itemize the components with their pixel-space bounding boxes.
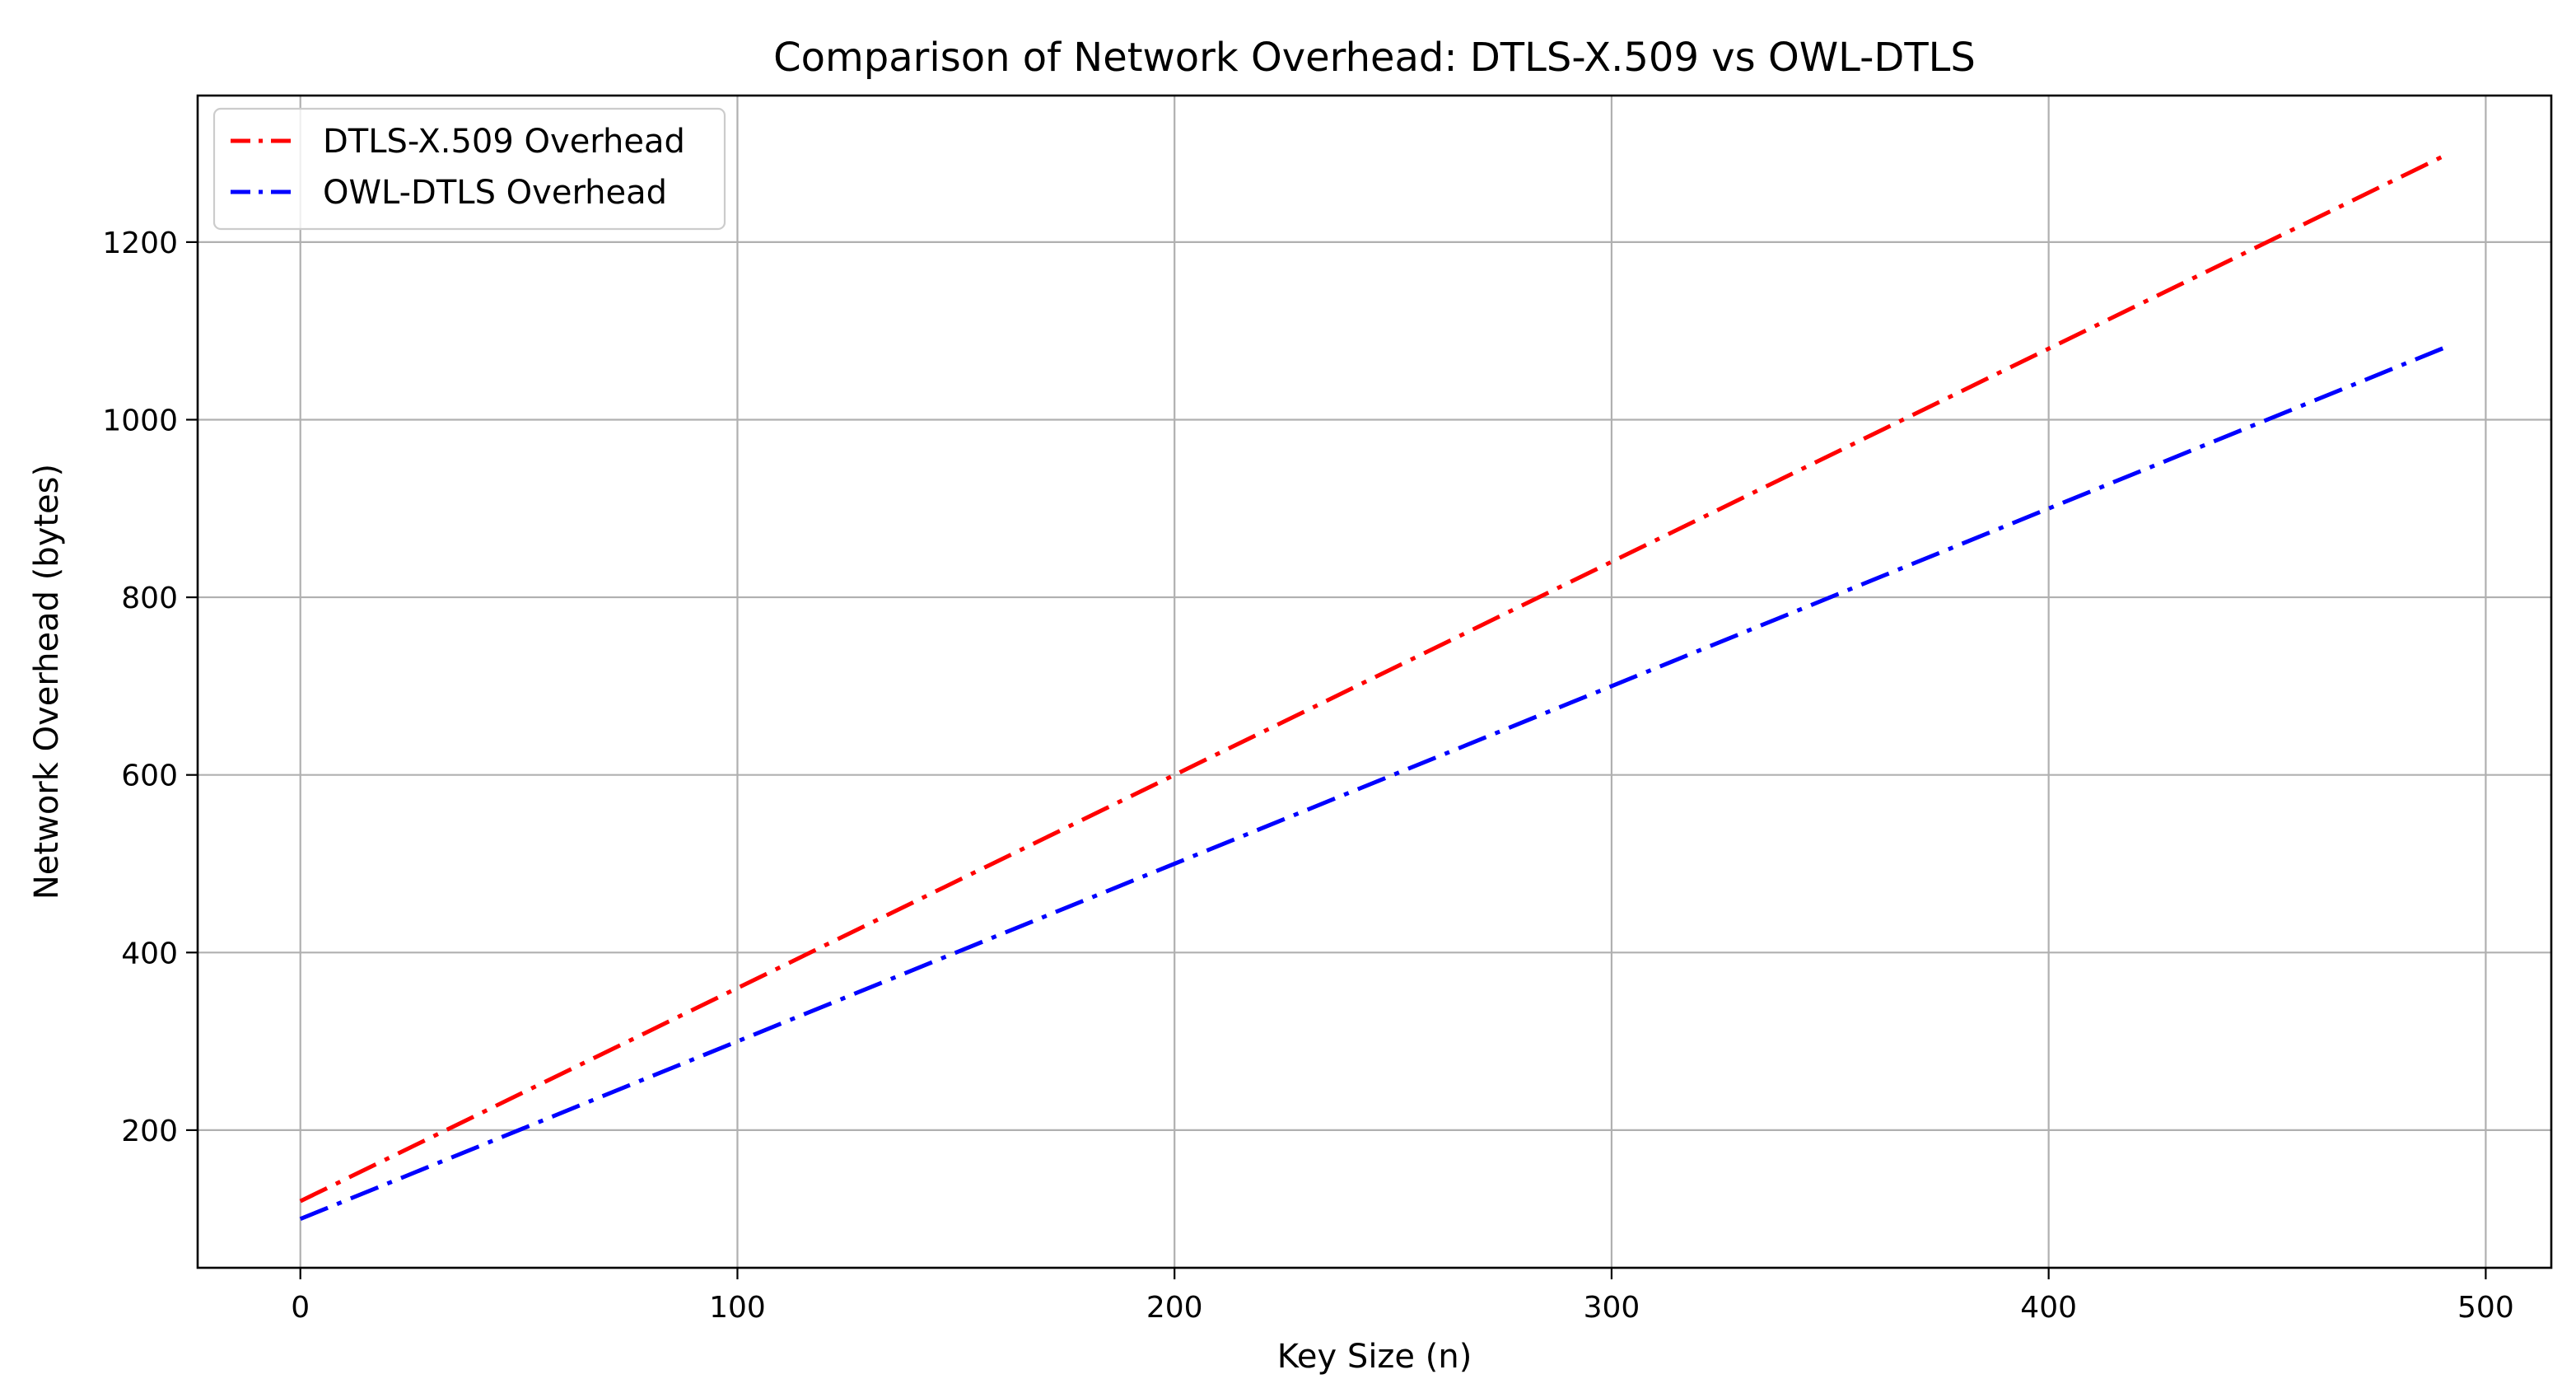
- series-line-1: [299, 152, 2448, 1204]
- chart-title: Comparison of Network Overhead: DTLS-X.5…: [773, 35, 1976, 81]
- y-tick-label: 1000: [102, 404, 178, 437]
- y-tick-label: 800: [121, 582, 178, 615]
- tick-layer: 0 100 200 300 400 500 200 400 600 800 1000 1200: [102, 227, 2513, 1325]
- y-tick-label: 400: [121, 937, 178, 970]
- series-layer: [299, 152, 2448, 1222]
- x-tick-label: 400: [2020, 1291, 2077, 1325]
- legend-box: [212, 107, 726, 231]
- y-tick-label: 600: [121, 760, 178, 793]
- x-tick-label: 100: [709, 1291, 766, 1325]
- y-axis-label: Network Overhead (bytes): [28, 464, 66, 900]
- y-tick-label: 200: [121, 1115, 178, 1148]
- grid-layer: [198, 96, 2551, 1268]
- y-tick-label: 1200: [102, 227, 178, 260]
- legend-label-2: OWL-DTLS Overhead: [323, 174, 667, 212]
- legend-label-1: DTLS-X.509 Overhead: [323, 123, 685, 161]
- x-tick-label: 200: [1146, 1291, 1203, 1325]
- plot-frame: [196, 94, 2553, 1269]
- x-tick-label: 500: [2457, 1291, 2514, 1325]
- x-tick-label: 0: [291, 1291, 310, 1325]
- x-tick-label: 300: [1584, 1291, 1640, 1325]
- x-axis-label: Key Size (n): [1277, 1338, 1472, 1376]
- series-line-2: [299, 344, 2448, 1222]
- legend: DTLS-X.509 Overhead OWL-DTLS Overhead: [212, 107, 726, 231]
